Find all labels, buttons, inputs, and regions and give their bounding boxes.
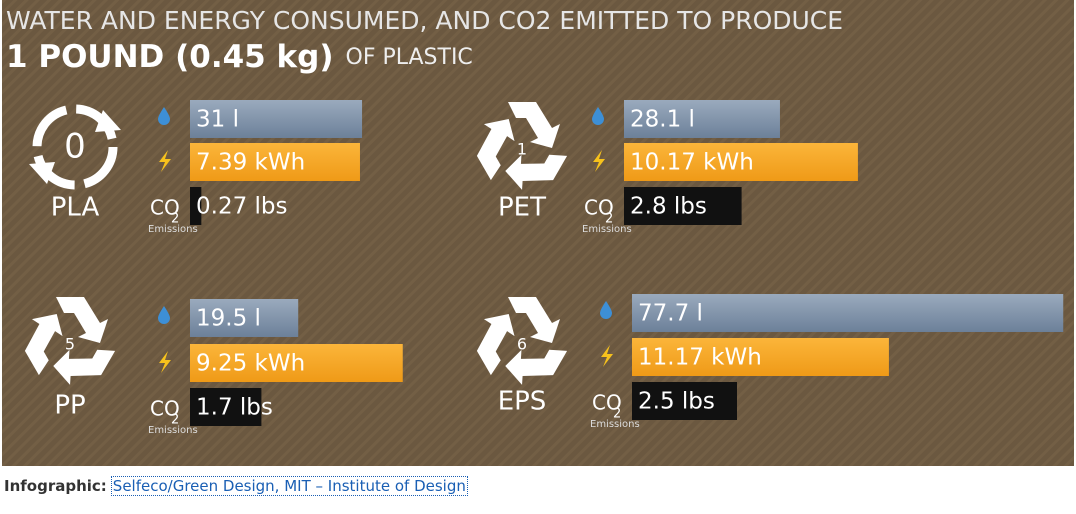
plastic-name: PET bbox=[498, 193, 546, 223]
water-icon bbox=[158, 306, 170, 324]
water-value-label: 77.7 l bbox=[638, 301, 703, 327]
recycle-arrow bbox=[476, 119, 515, 181]
plastic-name: PLA bbox=[51, 193, 100, 223]
recycle-arrow-shape bbox=[505, 154, 568, 190]
co2-value-label: 2.5 lbs bbox=[638, 389, 715, 415]
recycle-arrow-shape bbox=[508, 102, 560, 148]
subtitle-bold: 1 POUND (0.45 kg) bbox=[6, 39, 334, 75]
resin-code: 6 bbox=[517, 335, 527, 354]
co2-value-label: 0.27 lbs bbox=[196, 194, 288, 220]
recycle-icon bbox=[32, 104, 118, 190]
co2-bar bbox=[632, 382, 737, 420]
water-value-label: 31 l bbox=[196, 107, 239, 133]
water-bar bbox=[190, 100, 363, 138]
subtitle: 1 POUND (0.45 kg) OF PLASTIC bbox=[6, 39, 473, 75]
recycle-arrow bbox=[508, 102, 560, 148]
energy-icon bbox=[601, 345, 613, 367]
recycle-arrow bbox=[24, 314, 63, 376]
recycle-arrow bbox=[56, 297, 108, 343]
energy-bar bbox=[190, 143, 360, 181]
water-bar bbox=[190, 299, 299, 337]
caption-prefix: Infographic: bbox=[4, 477, 107, 495]
energy-bar bbox=[632, 338, 889, 376]
subtitle-rest: OF PLASTIC bbox=[346, 45, 473, 70]
co2-value-label: 1.7 lbs bbox=[196, 395, 273, 421]
recycle-arrow-shape bbox=[505, 349, 568, 385]
infographic: WATER AND ENERGY CONSUMED, AND CO2 EMITT… bbox=[2, 0, 1074, 466]
co2-value-label: 2.8 lbs bbox=[630, 194, 707, 220]
energy-bar bbox=[190, 344, 403, 382]
energy-value-label: 11.17 kWh bbox=[638, 345, 762, 371]
energy-value-label: 9.25 kWh bbox=[196, 351, 305, 377]
co2-label: CO bbox=[584, 196, 614, 220]
energy-icon bbox=[593, 150, 605, 172]
recycle-arrow bbox=[29, 162, 55, 184]
emissions-label: Emissions bbox=[148, 425, 198, 436]
recycle-arrow-shape bbox=[476, 119, 515, 181]
co2-subscript: 2 bbox=[605, 212, 613, 227]
energy-value-label: 7.39 kWh bbox=[196, 150, 305, 176]
background bbox=[2, 0, 1074, 466]
plastic-name: PP bbox=[54, 391, 85, 421]
energy-bar bbox=[624, 143, 858, 181]
co2-subscript: 2 bbox=[613, 407, 621, 422]
co2-label: CO bbox=[150, 397, 180, 421]
water-icon bbox=[592, 107, 604, 125]
emissions-label: Emissions bbox=[590, 419, 640, 430]
water-bar bbox=[632, 294, 1064, 332]
co2-bar bbox=[190, 388, 262, 426]
water-value-label: 28.1 l bbox=[630, 107, 695, 133]
recycle-arrow bbox=[508, 297, 560, 343]
co2-label: CO bbox=[150, 196, 180, 220]
recycle-arrow-shape bbox=[476, 314, 515, 376]
water-value-label: 19.5 l bbox=[196, 306, 261, 332]
co2-bar bbox=[190, 187, 202, 225]
caption: Infographic: Selfeco/Green Design, MIT – … bbox=[4, 476, 468, 496]
plastic-name: EPS bbox=[498, 387, 547, 417]
energy-icon bbox=[159, 351, 171, 373]
recycle-arrow bbox=[95, 110, 121, 132]
title: WATER AND ENERGY CONSUMED, AND CO2 EMITT… bbox=[6, 6, 843, 35]
co2-label: CO bbox=[592, 391, 622, 415]
co2-subscript: 2 bbox=[171, 413, 179, 428]
recycle-arrow-shape bbox=[56, 297, 108, 343]
water-bar bbox=[624, 100, 780, 138]
energy-icon bbox=[159, 150, 171, 172]
recycle-arrow bbox=[53, 349, 116, 385]
resin-code: 5 bbox=[65, 335, 75, 354]
recycle-arrow-shape bbox=[24, 314, 63, 376]
recycle-arrow bbox=[505, 349, 568, 385]
energy-value-label: 10.17 kWh bbox=[630, 150, 754, 176]
recycle-arrow-shape bbox=[53, 349, 116, 385]
recycle-arrow bbox=[476, 314, 515, 376]
water-icon bbox=[158, 107, 170, 125]
co2-bar bbox=[624, 187, 742, 225]
recycle-arrow-shape bbox=[508, 297, 560, 343]
water-icon bbox=[600, 301, 612, 319]
resin-code: 1 bbox=[517, 140, 527, 159]
emissions-label: Emissions bbox=[582, 224, 632, 235]
resin-code: 0 bbox=[64, 127, 86, 167]
recycle-arrow bbox=[505, 154, 568, 190]
emissions-label: Emissions bbox=[148, 224, 198, 235]
co2-subscript: 2 bbox=[171, 212, 179, 227]
caption-link[interactable]: Selfeco/Green Design, MIT – Institute of… bbox=[110, 476, 468, 496]
